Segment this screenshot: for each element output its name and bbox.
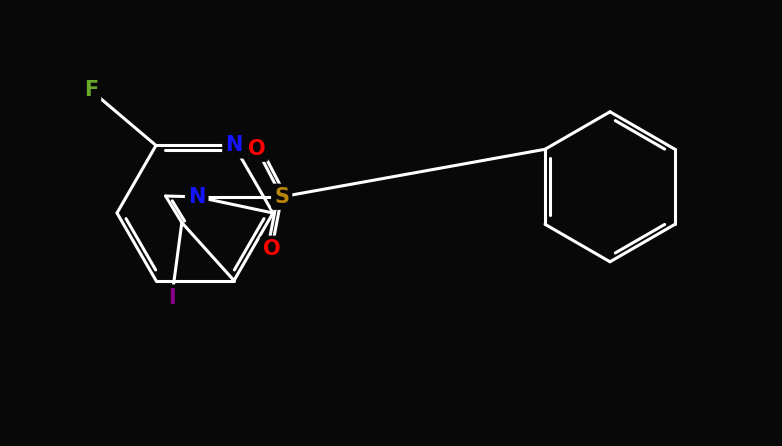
Text: F: F <box>84 80 98 100</box>
Text: N: N <box>225 136 242 156</box>
Text: O: O <box>263 239 281 259</box>
Text: I: I <box>168 288 176 308</box>
Text: O: O <box>248 139 266 159</box>
Text: S: S <box>274 187 289 207</box>
Text: N: N <box>188 187 206 207</box>
